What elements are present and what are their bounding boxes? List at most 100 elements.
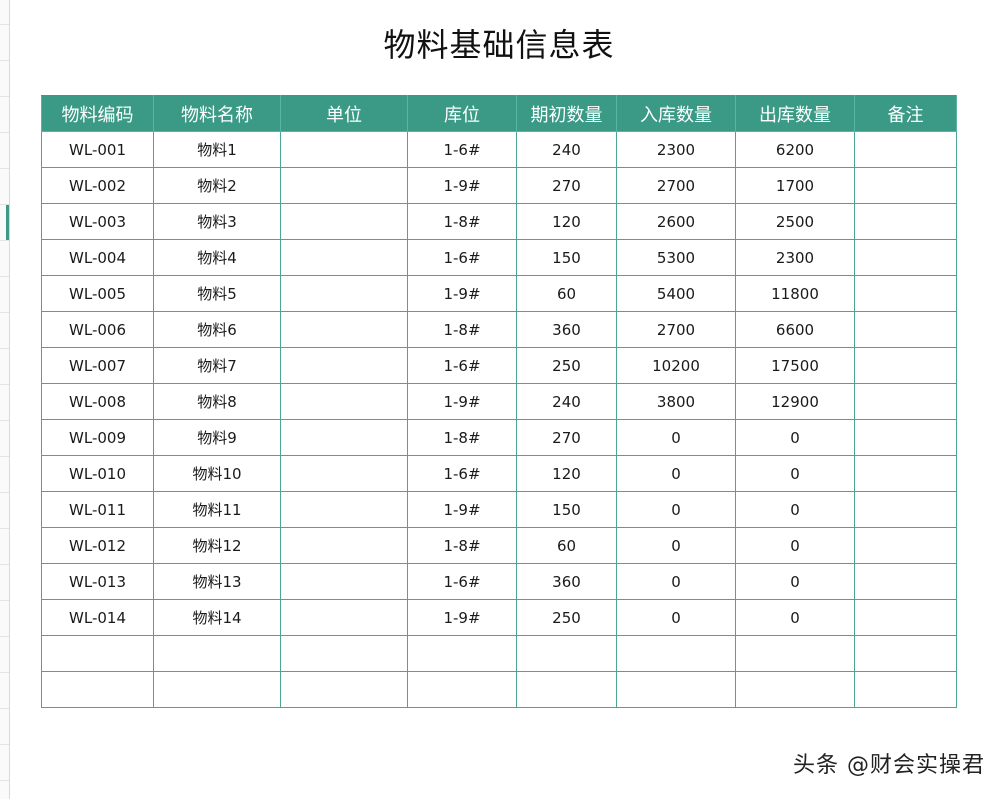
column-header-location[interactable]: 库位 xyxy=(407,95,517,132)
cell-material-name[interactable]: 物料6 xyxy=(153,311,281,348)
cell-material-name[interactable]: 物料4 xyxy=(153,239,281,276)
cell-location[interactable]: 1-6# xyxy=(407,563,517,600)
cell-location[interactable]: 1-9# xyxy=(407,275,517,312)
cell-opening-qty[interactable]: 240 xyxy=(516,131,617,168)
cell-unit[interactable] xyxy=(280,239,408,276)
cell-remarks[interactable] xyxy=(854,203,957,240)
cell-remarks[interactable] xyxy=(854,347,957,384)
cell-material-code[interactable]: WL-001 xyxy=(41,131,154,168)
column-header-opening-qty[interactable]: 期初数量 xyxy=(516,95,617,132)
cell-outbound-qty[interactable]: 0 xyxy=(735,527,855,564)
cell-outbound-qty[interactable]: 0 xyxy=(735,419,855,456)
cell-opening-qty[interactable]: 250 xyxy=(516,599,617,636)
cell-location[interactable]: 1-9# xyxy=(407,491,517,528)
cell-remarks[interactable] xyxy=(854,599,957,636)
cell-unit[interactable] xyxy=(280,455,408,492)
column-header-inbound-qty[interactable]: 入库数量 xyxy=(616,95,736,132)
cell-opening-qty[interactable]: 150 xyxy=(516,491,617,528)
cell-material-code[interactable] xyxy=(41,635,154,672)
cell-opening-qty[interactable]: 270 xyxy=(516,167,617,204)
cell-remarks[interactable] xyxy=(854,527,957,564)
cell-inbound-qty[interactable]: 0 xyxy=(616,491,736,528)
cell-remarks[interactable] xyxy=(854,311,957,348)
cell-inbound-qty[interactable]: 2700 xyxy=(616,167,736,204)
cell-inbound-qty[interactable] xyxy=(616,671,736,708)
cell-material-code[interactable]: WL-005 xyxy=(41,275,154,312)
cell-location[interactable]: 1-6# xyxy=(407,347,517,384)
cell-material-name[interactable]: 物料9 xyxy=(153,419,281,456)
cell-material-code[interactable]: WL-003 xyxy=(41,203,154,240)
cell-material-name[interactable]: 物料13 xyxy=(153,563,281,600)
cell-material-code[interactable]: WL-007 xyxy=(41,347,154,384)
cell-location[interactable]: 1-8# xyxy=(407,311,517,348)
cell-material-name[interactable]: 物料11 xyxy=(153,491,281,528)
cell-unit[interactable] xyxy=(280,599,408,636)
column-header-outbound-qty[interactable]: 出库数量 xyxy=(735,95,855,132)
cell-material-name[interactable]: 物料1 xyxy=(153,131,281,168)
cell-material-name[interactable]: 物料10 xyxy=(153,455,281,492)
cell-material-name[interactable] xyxy=(153,635,281,672)
cell-location[interactable]: 1-9# xyxy=(407,167,517,204)
cell-outbound-qty[interactable]: 0 xyxy=(735,491,855,528)
cell-material-name[interactable]: 物料5 xyxy=(153,275,281,312)
cell-material-code[interactable]: WL-010 xyxy=(41,455,154,492)
cell-unit[interactable] xyxy=(280,491,408,528)
cell-material-name[interactable]: 物料12 xyxy=(153,527,281,564)
cell-opening-qty[interactable]: 60 xyxy=(516,527,617,564)
cell-remarks[interactable] xyxy=(854,419,957,456)
column-header-unit[interactable]: 单位 xyxy=(280,95,408,132)
cell-remarks[interactable] xyxy=(854,131,957,168)
cell-inbound-qty[interactable]: 0 xyxy=(616,599,736,636)
cell-outbound-qty[interactable]: 0 xyxy=(735,455,855,492)
cell-outbound-qty[interactable] xyxy=(735,671,855,708)
cell-inbound-qty[interactable]: 3800 xyxy=(616,383,736,420)
cell-opening-qty[interactable]: 250 xyxy=(516,347,617,384)
cell-location[interactable]: 1-6# xyxy=(407,131,517,168)
cell-location[interactable]: 1-9# xyxy=(407,383,517,420)
cell-location[interactable] xyxy=(407,635,517,672)
row-header-strip[interactable] xyxy=(0,0,10,799)
cell-material-name[interactable]: 物料2 xyxy=(153,167,281,204)
cell-opening-qty[interactable]: 240 xyxy=(516,383,617,420)
cell-unit[interactable] xyxy=(280,167,408,204)
cell-location[interactable]: 1-6# xyxy=(407,239,517,276)
cell-opening-qty[interactable]: 120 xyxy=(516,455,617,492)
cell-remarks[interactable] xyxy=(854,455,957,492)
cell-unit[interactable] xyxy=(280,419,408,456)
cell-inbound-qty[interactable]: 2700 xyxy=(616,311,736,348)
cell-unit[interactable] xyxy=(280,383,408,420)
cell-unit[interactable] xyxy=(280,563,408,600)
cell-remarks[interactable] xyxy=(854,239,957,276)
cell-inbound-qty[interactable] xyxy=(616,635,736,672)
cell-outbound-qty[interactable] xyxy=(735,635,855,672)
cell-remarks[interactable] xyxy=(854,635,957,672)
cell-outbound-qty[interactable]: 11800 xyxy=(735,275,855,312)
cell-outbound-qty[interactable]: 6600 xyxy=(735,311,855,348)
cell-remarks[interactable] xyxy=(854,563,957,600)
cell-outbound-qty[interactable]: 17500 xyxy=(735,347,855,384)
cell-material-code[interactable]: WL-012 xyxy=(41,527,154,564)
cell-inbound-qty[interactable]: 5400 xyxy=(616,275,736,312)
cell-material-code[interactable]: WL-009 xyxy=(41,419,154,456)
cell-unit[interactable] xyxy=(280,347,408,384)
cell-material-code[interactable]: WL-002 xyxy=(41,167,154,204)
cell-unit[interactable] xyxy=(280,635,408,672)
cell-remarks[interactable] xyxy=(854,275,957,312)
cell-material-name[interactable]: 物料3 xyxy=(153,203,281,240)
cell-inbound-qty[interactable]: 5300 xyxy=(616,239,736,276)
cell-material-code[interactable]: WL-008 xyxy=(41,383,154,420)
cell-opening-qty[interactable] xyxy=(516,671,617,708)
cell-outbound-qty[interactable]: 0 xyxy=(735,599,855,636)
cell-opening-qty[interactable]: 150 xyxy=(516,239,617,276)
cell-location[interactable]: 1-8# xyxy=(407,419,517,456)
cell-remarks[interactable] xyxy=(854,491,957,528)
sheet-title[interactable]: 物料基础信息表 xyxy=(383,26,615,64)
cell-material-code[interactable]: WL-006 xyxy=(41,311,154,348)
cell-inbound-qty[interactable]: 2600 xyxy=(616,203,736,240)
cell-location[interactable]: 1-9# xyxy=(407,599,517,636)
column-header-remarks[interactable]: 备注 xyxy=(854,95,957,132)
cell-material-code[interactable] xyxy=(41,671,154,708)
cell-material-code[interactable]: WL-004 xyxy=(41,239,154,276)
cell-outbound-qty[interactable]: 1700 xyxy=(735,167,855,204)
cell-location[interactable]: 1-8# xyxy=(407,527,517,564)
